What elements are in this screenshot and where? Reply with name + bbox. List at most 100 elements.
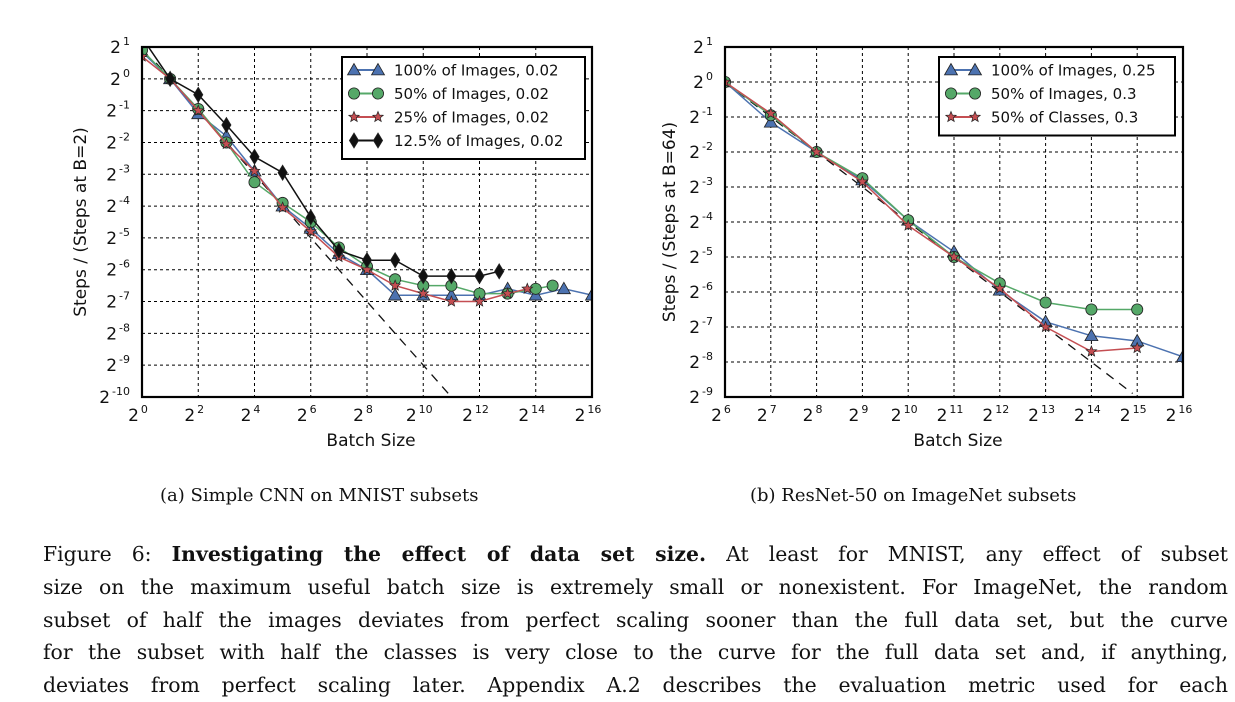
series-4	[147, 47, 505, 285]
y-tick-label: 2 -8	[106, 321, 130, 344]
data-point	[276, 201, 289, 213]
data-point	[1175, 349, 1183, 363]
data-point	[529, 282, 542, 295]
triangle-icon	[346, 62, 362, 76]
y-tick-label: 2 -2	[689, 140, 713, 163]
legend-label: 50% of Images, 0.3	[991, 85, 1137, 103]
x-tick-label: 2 14	[1074, 403, 1101, 426]
x-tick-label: 2 11	[937, 403, 964, 426]
legend-entry: 100% of Images, 0.25	[943, 62, 1156, 80]
star-icon	[944, 110, 958, 123]
triangle-icon	[370, 62, 386, 76]
data-point	[1085, 345, 1098, 357]
y-tick-label: 2 -1	[106, 99, 130, 122]
data-point	[1085, 303, 1098, 316]
data-point	[1131, 303, 1144, 316]
legend: 100% of Images, 0.25 50% of Images, 0.3 50…	[938, 56, 1176, 137]
data-point	[763, 114, 778, 128]
series-line	[725, 81, 1138, 353]
subcaption-b: (b) ResNet-50 on ImageNet subsets	[750, 485, 1077, 506]
data-point	[277, 164, 288, 181]
series-line	[142, 49, 553, 295]
x-tick-label: 2 14	[518, 403, 545, 426]
data-point	[220, 137, 233, 150]
legend-label: 100% of Images, 0.25	[991, 62, 1156, 80]
x-tick-label: 2 16	[1166, 403, 1193, 426]
data-point	[248, 176, 261, 189]
y-tick-label: 2 -3	[106, 162, 130, 185]
data-point	[446, 267, 457, 285]
y-axis-label: Steps / (Steps at B=64)	[660, 122, 680, 322]
data-point	[556, 281, 572, 295]
data-point	[1039, 320, 1052, 333]
x-tick-label: 2 13	[1028, 403, 1055, 426]
legend-entry: 50% of Classes, 0.3	[944, 109, 1138, 127]
plot-frame	[140, 45, 594, 399]
data-point	[193, 86, 204, 103]
triangle-icon	[943, 62, 959, 76]
data-point	[304, 225, 317, 237]
data-point	[361, 251, 373, 269]
figure: 2 0 2 2 2 4 2 6 2 8 2 10 2 12 2 14 2 16 2 1 2 0 2 -1 2 -2 2 -3 2 -4 2-…	[71, 35, 1193, 451]
y-axis-label: Steps / (Steps at B=2)	[71, 127, 91, 317]
caption-text-1: At least for MNIST, any effect of subset	[706, 542, 1228, 566]
x-tick-label: 2 16	[575, 403, 602, 426]
x-axis-label: Batch Size	[326, 431, 415, 451]
caption-line-4: for the subset with half the classes is …	[43, 640, 1228, 665]
series-3	[725, 75, 1144, 357]
data-point	[473, 295, 486, 307]
data-point	[360, 263, 374, 275]
caption-line-5: deviates from perfect scaling later. App…	[43, 673, 1228, 698]
legend-label: 100% of Images, 0.02	[394, 62, 559, 80]
data-point	[1084, 328, 1099, 342]
data-point	[1039, 296, 1052, 309]
diamond-icon	[372, 132, 384, 149]
legend-entry: 100% of Images, 0.02	[346, 62, 559, 80]
x-tick-label: 2 10	[891, 403, 918, 426]
star-icon	[371, 110, 385, 123]
plot-frame	[723, 45, 1185, 399]
data-point	[584, 287, 592, 301]
data-point	[142, 47, 148, 57]
y-tick-label: 2 -5	[689, 245, 713, 268]
data-point	[248, 164, 261, 177]
chart-a-simple-cnn-mnist: 2 0 2 2 2 4 2 6 2 8 2 10 2 12 2 14 2 16 2 1 2 0 2 -1 2 -2 2 -3 2 -4 2-…	[71, 35, 602, 451]
data-point	[494, 263, 505, 280]
y-tick-label: 2 -10	[99, 385, 130, 408]
data-point	[474, 267, 485, 285]
x-tick-label: 2 10	[406, 403, 433, 426]
circle-icon	[945, 87, 958, 100]
y-tick-label: 2 -3	[689, 175, 713, 198]
x-tick-label: 2 12	[462, 403, 489, 426]
x-axis-label: Batch Size	[913, 431, 1002, 451]
star-icon	[347, 110, 361, 123]
caption-label: Figure 6:	[43, 542, 152, 566]
data-point	[305, 208, 316, 226]
caption-title: Investigating the effect of data set siz…	[171, 542, 707, 566]
subcaption-a: (a) Simple CNN on MNIST subsets	[160, 485, 479, 506]
y-tick-label: 2 -9	[689, 385, 713, 408]
circle-icon	[347, 87, 360, 100]
data-point	[810, 145, 823, 158]
data-point	[388, 279, 402, 291]
data-point	[546, 279, 559, 292]
data-point	[501, 287, 514, 299]
data-point	[387, 287, 403, 301]
data-point	[1131, 341, 1144, 354]
x-tick-label: 2 12	[982, 403, 1009, 426]
data-point	[725, 75, 732, 88]
x-tick-label: 2 15	[1120, 403, 1147, 426]
legend-entry: 25% of Images, 0.02	[347, 109, 549, 127]
data-point	[521, 282, 534, 295]
legend-label: 25% of Images, 0.02	[394, 109, 549, 127]
